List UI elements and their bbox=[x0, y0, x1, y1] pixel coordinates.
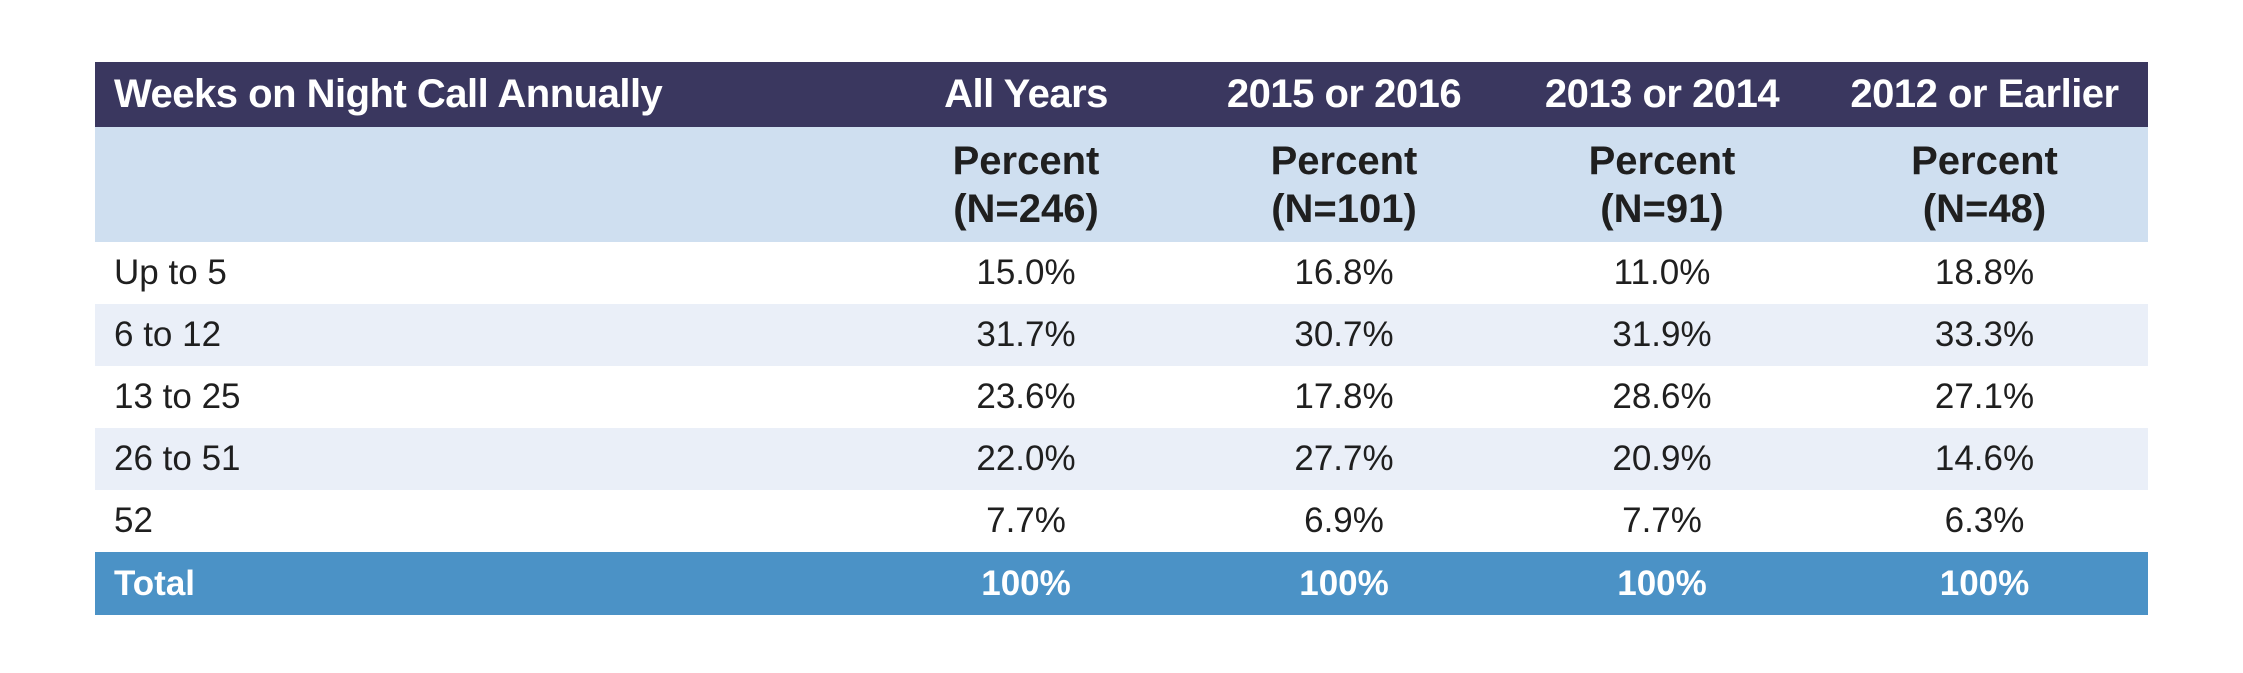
subheader-measure: Percent bbox=[1588, 138, 1736, 183]
table-cell: 15.0% bbox=[976, 253, 1076, 292]
table-header-row: Weeks on Night Call Annually All Years 2… bbox=[95, 62, 2148, 127]
subheader-count: (N=91) bbox=[1600, 186, 1724, 231]
table-row: Up to 5 15.0% 16.8% 11.0% 18.8% bbox=[95, 242, 2148, 304]
row-label: 6 to 12 bbox=[114, 315, 222, 354]
subheader-count: (N=246) bbox=[953, 186, 1099, 231]
table-cell: 27.1% bbox=[1934, 377, 2035, 416]
total-label: Total bbox=[114, 563, 196, 603]
night-call-table: Weeks on Night Call Annually All Years 2… bbox=[95, 62, 2148, 615]
table-row: 52 7.7% 6.9% 7.7% 6.3% bbox=[95, 490, 2148, 552]
table-cell: 6.9% bbox=[1304, 501, 1384, 540]
row-label: 26 to 51 bbox=[114, 439, 241, 478]
table-row: 6 to 12 31.7% 30.7% 31.9% 33.3% bbox=[95, 304, 2148, 366]
subheader-measure: Percent bbox=[952, 138, 1100, 183]
table-cell: 31.7% bbox=[976, 315, 1076, 354]
row-label: 13 to 25 bbox=[114, 377, 241, 416]
subheader-count: (N=101) bbox=[1271, 186, 1417, 231]
column-header-2013-2014: 2013 or 2014 bbox=[1544, 72, 1780, 116]
table-cell: 6.3% bbox=[1944, 501, 2025, 540]
table-cell: 16.8% bbox=[1294, 253, 1394, 292]
table-cell: 18.8% bbox=[1934, 253, 2035, 292]
subheader-cell: Percent (N=246) bbox=[867, 127, 1185, 242]
column-header-all-years: All Years bbox=[944, 72, 1108, 116]
table-cell: 7.7% bbox=[986, 501, 1066, 540]
table-cell: 23.6% bbox=[976, 377, 1076, 416]
table-cell: 30.7% bbox=[1294, 315, 1394, 354]
subheader-count: (N=48) bbox=[1922, 186, 2047, 231]
total-row: Total 100% 100% 100% 100% bbox=[95, 552, 2148, 615]
table-subheader-row: Percent (N=246) Percent (N=101) Percent … bbox=[95, 127, 2148, 242]
table-cell: 17.8% bbox=[1294, 377, 1394, 416]
column-header-2015-2016: 2015 or 2016 bbox=[1226, 72, 1462, 116]
table-cell: 11.0% bbox=[1613, 253, 1711, 292]
row-label: 52 bbox=[114, 501, 153, 540]
subheader-empty-cell bbox=[95, 127, 867, 242]
table-cell: 31.9% bbox=[1612, 315, 1712, 354]
table-cell: 33.3% bbox=[1934, 315, 2035, 354]
table-cell: 27.7% bbox=[1294, 439, 1394, 478]
subheader-measure: Percent bbox=[1911, 138, 2058, 183]
row-label-header: Weeks on Night Call Annually bbox=[114, 72, 663, 116]
column-header-2012-earlier: 2012 or Earlier bbox=[1850, 72, 2119, 116]
total-cell: 100% bbox=[981, 563, 1071, 603]
subheader-cell: Percent (N=101) bbox=[1185, 127, 1503, 242]
subheader-cell: Percent (N=91) bbox=[1503, 127, 1821, 242]
table-cell: 22.0% bbox=[976, 439, 1076, 478]
subheader-measure: Percent bbox=[1270, 138, 1418, 183]
table-row: 26 to 51 22.0% 27.7% 20.9% 14.6% bbox=[95, 428, 2148, 490]
table-row: 13 to 25 23.6% 17.8% 28.6% 27.1% bbox=[95, 366, 2148, 428]
total-cell: 100% bbox=[1939, 563, 2030, 603]
row-label: Up to 5 bbox=[114, 253, 227, 292]
table-cell: 20.9% bbox=[1612, 439, 1712, 478]
table-cell: 7.7% bbox=[1622, 501, 1702, 540]
table-cell: 28.6% bbox=[1612, 377, 1712, 416]
subheader-cell: Percent (N=48) bbox=[1821, 127, 2148, 242]
total-cell: 100% bbox=[1299, 563, 1389, 603]
total-cell: 100% bbox=[1617, 563, 1707, 603]
table-cell: 14.6% bbox=[1934, 439, 2035, 478]
